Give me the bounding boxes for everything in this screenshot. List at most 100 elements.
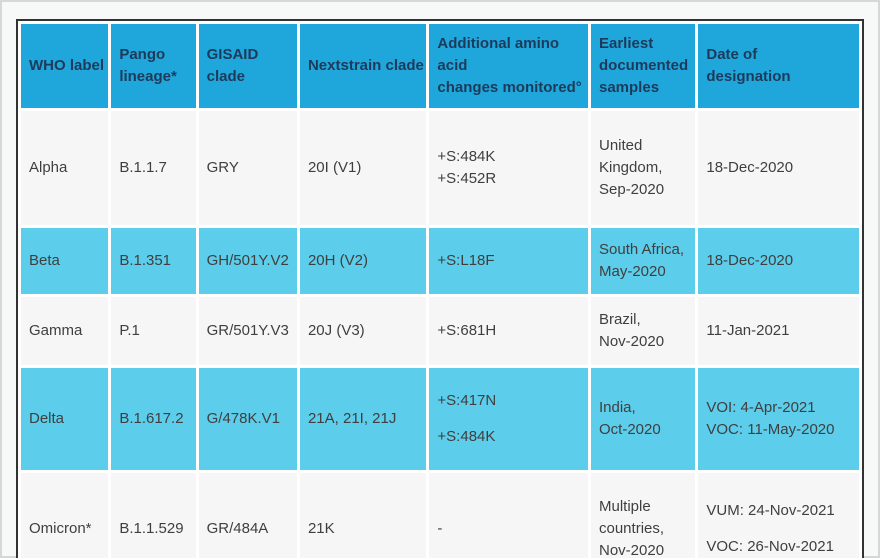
cell-line: Gamma [29,322,83,339]
cell-line: 18-Dec-2020 [706,159,794,176]
header-row: WHO label Pango lineage* GISAID clade Nextstr… [21,24,859,108]
cell-line: Delta [29,410,65,427]
column-header-line: documented [599,57,689,74]
cell-gamma-earliest-samples: Brazil, Nov-2020 [591,297,696,365]
cell-omicron-nextstrain-clade: 21K [299,473,427,558]
cell-delta-amino-acid-changes: +S:417N +S:484K [429,368,588,470]
cell-line: Beta [29,252,60,269]
column-header-who-label: WHO label [21,24,109,108]
table-row-alpha: Alpha B.1.1.7 GRY 20I (V1) +S:484K +S:452R Uni… [21,111,859,225]
cell-line: India, [599,399,636,416]
cell-alpha-who-label: Alpha [21,111,109,225]
cell-line: VOC: 11-May-2020 [706,421,835,438]
cell-line: Kingdom, [599,159,663,176]
cell-delta-earliest-samples: India, Oct-2020 [591,368,696,470]
cell-line: +S:484K [437,148,496,165]
table-body: Alpha B.1.1.7 GRY 20I (V1) +S:484K +S:452R Uni… [21,111,859,558]
cell-delta-nextstrain-clade: 21A, 21I, 21J [299,368,427,470]
cell-gamma-date-of-designation: 11-Jan-2021 [698,297,859,365]
cell-delta-date-of-designation: VOI: 4-Apr-2021 VOC: 11-May-2020 [698,368,859,470]
column-header-line: Pango [119,46,166,63]
cell-line: B.1.617.2 [119,410,184,427]
cell-gamma-gisaid-clade: GR/501Y.V3 [198,297,297,365]
cell-omicron-earliest-samples: Multiple countries, Nov-2020 [591,473,696,558]
cell-line: B.1.351 [119,252,172,269]
cell-line: - [437,520,443,537]
cell-alpha-gisaid-clade: GRY [198,111,297,225]
column-header-line: clade [206,68,245,85]
cell-beta-amino-acid-changes: +S:L18F [429,228,588,294]
cell-line: United [599,137,643,154]
cell-line: +S:L18F [437,252,495,269]
column-header-line: acid [437,57,468,74]
column-header-amino-acid-changes: Additional amino acid changes monitored° [429,24,588,108]
cell-line: Nov-2020 [599,333,665,350]
column-header-date-of-designation: Date of designation [698,24,859,108]
cell-omicron-gisaid-clade: GR/484A [198,473,297,558]
cell-line: Alpha [29,159,68,176]
cell-gamma-nextstrain-clade: 20J (V3) [299,297,427,365]
cell-omicron-date-of-designation: VUM: 24-Nov-2021 VOC: 26-Nov-2021 [698,473,859,558]
table-header: WHO label Pango lineage* GISAID clade Nextstr… [21,24,859,108]
cell-line: Sep-2020 [599,181,665,198]
cell-line: VOI: 4-Apr-2021 [706,399,816,416]
cell-line: +S:452R [437,170,497,187]
cell-line: Oct-2020 [599,421,661,438]
cell-line: 20I (V1) [307,159,362,176]
cell-delta-who-label: Delta [21,368,109,470]
cell-beta-nextstrain-clade: 20H (V2) [299,228,427,294]
cell-omicron-pango-lineage: B.1.1.529 [111,473,196,558]
column-header-line: lineage* [119,68,177,85]
cell-delta-gisaid-clade: G/478K.V1 [198,368,297,470]
table-row-delta: Delta B.1.617.2 G/478K.V1 21A, 21I, 21J +S:4… [21,368,859,470]
column-header-pango-lineage: Pango lineage* [111,24,196,108]
cell-line: VUM: 24-Nov-2021 [706,502,835,519]
cell-beta-gisaid-clade: GH/501Y.V2 [198,228,297,294]
cell-line: 21K [307,520,335,537]
cell-gamma-who-label: Gamma [21,297,109,365]
column-header-line: changes monitored° [437,79,582,96]
cell-line: 20J (V3) [307,322,365,339]
cell-alpha-earliest-samples: United Kingdom, Sep-2020 [591,111,696,225]
cell-line: 11-Jan-2021 [706,322,790,339]
column-header-line: WHO label [29,57,105,74]
cell-gamma-amino-acid-changes: +S:681H [429,297,588,365]
cell-line: +S:681H [437,322,497,339]
column-header-line: GISAID [206,46,259,63]
table-row-gamma: Gamma P.1 GR/501Y.V3 20J (V3) +S:681H Brazil,… [21,297,859,365]
column-header-earliest-samples: Earliest documented samples [591,24,696,108]
cell-omicron-who-label: Omicron* [21,473,109,558]
cell-line: 18-Dec-2020 [706,252,794,269]
cell-line: GH/501Y.V2 [206,252,289,269]
column-header-line: Earliest [599,35,654,52]
cell-beta-who-label: Beta [21,228,109,294]
cell-line: GR/501Y.V3 [206,322,289,339]
variants-table: WHO label Pango lineage* GISAID clade Nextstr… [16,19,864,558]
cell-alpha-nextstrain-clade: 20I (V1) [299,111,427,225]
cell-line: South Africa, [599,241,685,258]
column-header-line: Nextstrain clade [307,57,424,74]
cell-beta-pango-lineage: B.1.351 [111,228,196,294]
column-header-gisaid-clade: GISAID clade [198,24,297,108]
cell-delta-pango-lineage: B.1.617.2 [111,368,196,470]
cell-line: +S:484K [437,428,496,445]
cell-line: 20H (V2) [307,252,368,269]
cell-omicron-amino-acid-changes: - [429,473,588,558]
cell-beta-earliest-samples: South Africa, May-2020 [591,228,696,294]
cell-line: Multiple [599,498,651,515]
cell-line: VOC: 26-Nov-2021 [706,538,834,555]
column-header-line: Additional amino [437,35,560,52]
column-header-line: samples [599,79,660,96]
cell-line: +S:417N [437,392,497,409]
column-header-line: Date of [706,46,758,63]
cell-alpha-pango-lineage: B.1.1.7 [111,111,196,225]
column-header-line: designation [706,68,791,85]
cell-line: 21A, 21I, 21J [307,410,397,427]
cell-line: Brazil, [599,311,641,328]
cell-line: B.1.1.7 [119,159,167,176]
cell-line: May-2020 [599,263,666,280]
cell-line: G/478K.V1 [206,410,280,427]
cell-alpha-date-of-designation: 18-Dec-2020 [698,111,859,225]
cell-line: countries, [599,520,665,537]
